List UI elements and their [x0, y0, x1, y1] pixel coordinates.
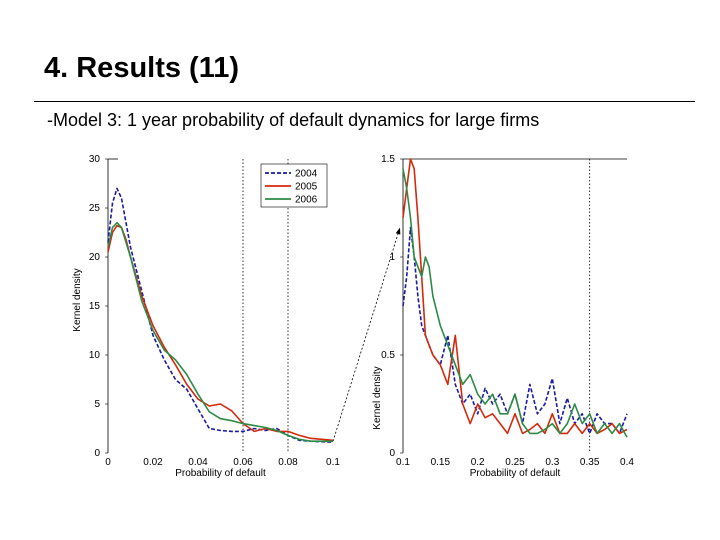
y-tick-label: 0 [94, 448, 100, 459]
x-tick-label: 0.2 [471, 457, 485, 468]
x-tick-label: 0.02 [143, 457, 163, 468]
x-tick-label: 0.06 [233, 457, 253, 468]
y-axis-label: Kernel density [72, 268, 83, 331]
x-axis-label: Probability of default [470, 468, 561, 479]
series-line-2006 [402, 168, 628, 438]
legend-label-2005: 2005 [295, 182, 318, 193]
connector-line [332, 227, 401, 442]
series-line-2005 [107, 224, 334, 442]
x-tick-label: 0.35 [580, 457, 600, 468]
y-tick-label: 25 [89, 203, 101, 214]
series-line-2004 [402, 226, 628, 435]
y-tick-label: 30 [89, 154, 101, 165]
x-tick-label: 0 [105, 457, 111, 468]
series-line-2006 [107, 221, 333, 443]
x-tick-label: 0.25 [505, 457, 525, 468]
legend-label-2006: 2006 [295, 195, 318, 206]
y-tick-label: 0 [389, 448, 395, 459]
legend-label-2004: 2004 [295, 169, 318, 180]
title-divider [34, 101, 695, 102]
y-tick-label: 1.5 [381, 154, 395, 165]
slide-title: 4. Results (11) [44, 52, 240, 84]
y-axis-label: Kernel density [372, 366, 383, 429]
x-axis-label: Probability of default [175, 468, 266, 479]
y-tick-label: 15 [89, 301, 101, 312]
x-tick-label: 0.1 [396, 457, 410, 468]
y-tick-label: 1 [389, 252, 395, 263]
connector-arrowhead [395, 227, 401, 235]
x-tick-label: 0.15 [431, 457, 451, 468]
right-chart-panel: 0.1 0.15 0.2 0.25 0.3 0.35 0.4 0 0.5 1 1.5 Probabil… [372, 154, 634, 479]
x-tick-label: 0.1 [326, 457, 340, 468]
x-tick-label: 0.3 [545, 457, 559, 468]
x-tick-label: 0.04 [188, 457, 208, 468]
y-tick-label: 10 [89, 350, 101, 361]
x-tick-label: 0.4 [620, 457, 634, 468]
y-tick-label: 0.5 [381, 350, 395, 361]
x-tick-label: 0.08 [278, 457, 298, 468]
y-tick-label: 5 [94, 399, 100, 410]
y-tick-label: 20 [89, 252, 101, 263]
slide-subtitle: -Model 3: 1 year probability of default … [47, 110, 540, 130]
series-line-2005 [402, 158, 628, 435]
chart-legend: 2004 2005 2006 [260, 163, 328, 208]
zoom-connector [332, 227, 401, 442]
left-chart-panel: 0 0.02 0.04 0.06 0.08 0.1 0 5 10 15 20 25 30 Probabil… [72, 154, 340, 479]
